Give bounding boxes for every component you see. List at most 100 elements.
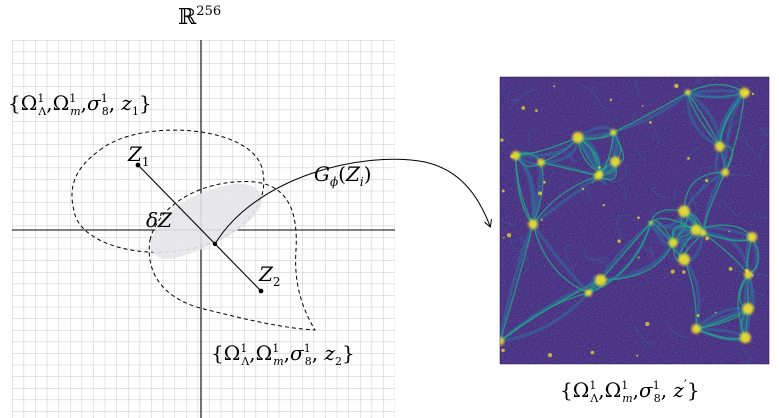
filament xyxy=(507,91,519,101)
halo-speck xyxy=(506,233,512,238)
halo-knot xyxy=(742,303,754,315)
filament xyxy=(531,174,600,226)
filament xyxy=(500,222,535,343)
halo-knot xyxy=(610,156,621,167)
filament xyxy=(649,240,659,260)
halo-knot xyxy=(584,289,593,297)
halo-speck xyxy=(602,203,605,207)
filament xyxy=(687,187,698,214)
halo-knot xyxy=(678,205,690,218)
filament xyxy=(584,246,610,261)
generator-arrow xyxy=(214,158,490,245)
halo-speck xyxy=(553,85,556,88)
halo-knot xyxy=(500,337,505,346)
filament xyxy=(633,325,651,345)
halo-speck xyxy=(682,270,686,274)
halo-speck xyxy=(609,98,613,102)
filament xyxy=(692,77,714,87)
simulation-image xyxy=(500,77,769,364)
halo-speck xyxy=(538,191,543,196)
output-parameter-label: {Ω1 Λ,Ω1 m,σ1 8, z′} xyxy=(560,378,700,405)
filament xyxy=(611,90,690,134)
filament xyxy=(759,141,769,161)
filament xyxy=(741,347,751,364)
halo-knot xyxy=(721,168,730,177)
halo-speck xyxy=(590,350,595,355)
halo-knot xyxy=(739,87,750,98)
filament xyxy=(589,90,608,114)
filament xyxy=(523,257,530,274)
filament xyxy=(667,321,688,339)
filament xyxy=(582,84,595,90)
halo-speck xyxy=(636,354,639,357)
halo-speck xyxy=(617,239,621,243)
filament xyxy=(760,127,769,137)
filament xyxy=(745,283,766,296)
halo-speck xyxy=(645,321,650,327)
point-z2 xyxy=(258,288,264,294)
filament xyxy=(650,217,697,231)
parameter-set-2-label: {Ω1 Λ,Ω1 m,σ1 8, z2} xyxy=(211,341,355,368)
filament xyxy=(623,187,627,201)
filament xyxy=(741,132,758,157)
filament xyxy=(515,136,579,157)
halo-speck xyxy=(598,166,601,169)
filament xyxy=(686,90,722,149)
halo-knot xyxy=(648,221,653,226)
halo-speck xyxy=(510,154,514,159)
filament xyxy=(752,213,768,219)
filament xyxy=(528,129,539,147)
filament xyxy=(610,162,627,183)
parameter-set-1-label: {Ω1 Λ,Ω1 m,σ1 8, z1} xyxy=(8,91,152,118)
filament xyxy=(724,92,746,174)
filament xyxy=(635,79,640,98)
filament xyxy=(723,91,747,174)
filament xyxy=(532,223,590,294)
overlap-region xyxy=(150,183,262,259)
filament xyxy=(548,151,553,158)
halo-speck xyxy=(705,236,710,241)
halo-speck xyxy=(670,269,675,274)
filament xyxy=(500,223,534,342)
halo-knot xyxy=(511,151,521,160)
halo-speck xyxy=(503,236,505,239)
filament xyxy=(737,273,750,339)
filament xyxy=(633,146,646,162)
filament xyxy=(701,165,711,190)
filament xyxy=(514,153,537,226)
filament xyxy=(749,363,751,364)
filament xyxy=(727,113,743,135)
delta-z-label: δZ xyxy=(146,208,173,232)
halo-speck xyxy=(751,92,755,96)
filament xyxy=(686,89,747,95)
filament xyxy=(599,242,674,281)
filament xyxy=(509,239,528,258)
filament xyxy=(500,291,591,343)
filament xyxy=(720,198,741,217)
filament xyxy=(652,131,660,144)
filament xyxy=(554,147,575,165)
halo-knot xyxy=(684,89,691,96)
halo-speck xyxy=(596,276,599,279)
halo-speck xyxy=(687,156,691,160)
filament xyxy=(638,242,655,257)
point-z1 xyxy=(135,162,141,168)
halo-speck xyxy=(521,106,526,110)
filament xyxy=(599,241,675,282)
halo-speck xyxy=(581,187,585,191)
filament xyxy=(500,126,512,144)
halo-speck xyxy=(674,83,679,89)
filament xyxy=(540,161,600,177)
parameter-region-1 xyxy=(71,129,265,253)
halo-speck xyxy=(637,216,640,220)
halo-speck xyxy=(751,274,754,277)
filament xyxy=(735,80,759,97)
halo-speck xyxy=(547,352,553,358)
halo-speck xyxy=(501,348,505,353)
halo-knot xyxy=(690,224,702,236)
halo-knot xyxy=(594,171,603,181)
halo-speck xyxy=(637,256,640,259)
generator-label: Gϕ(Zi) xyxy=(314,162,372,189)
halo-speck xyxy=(696,314,700,317)
